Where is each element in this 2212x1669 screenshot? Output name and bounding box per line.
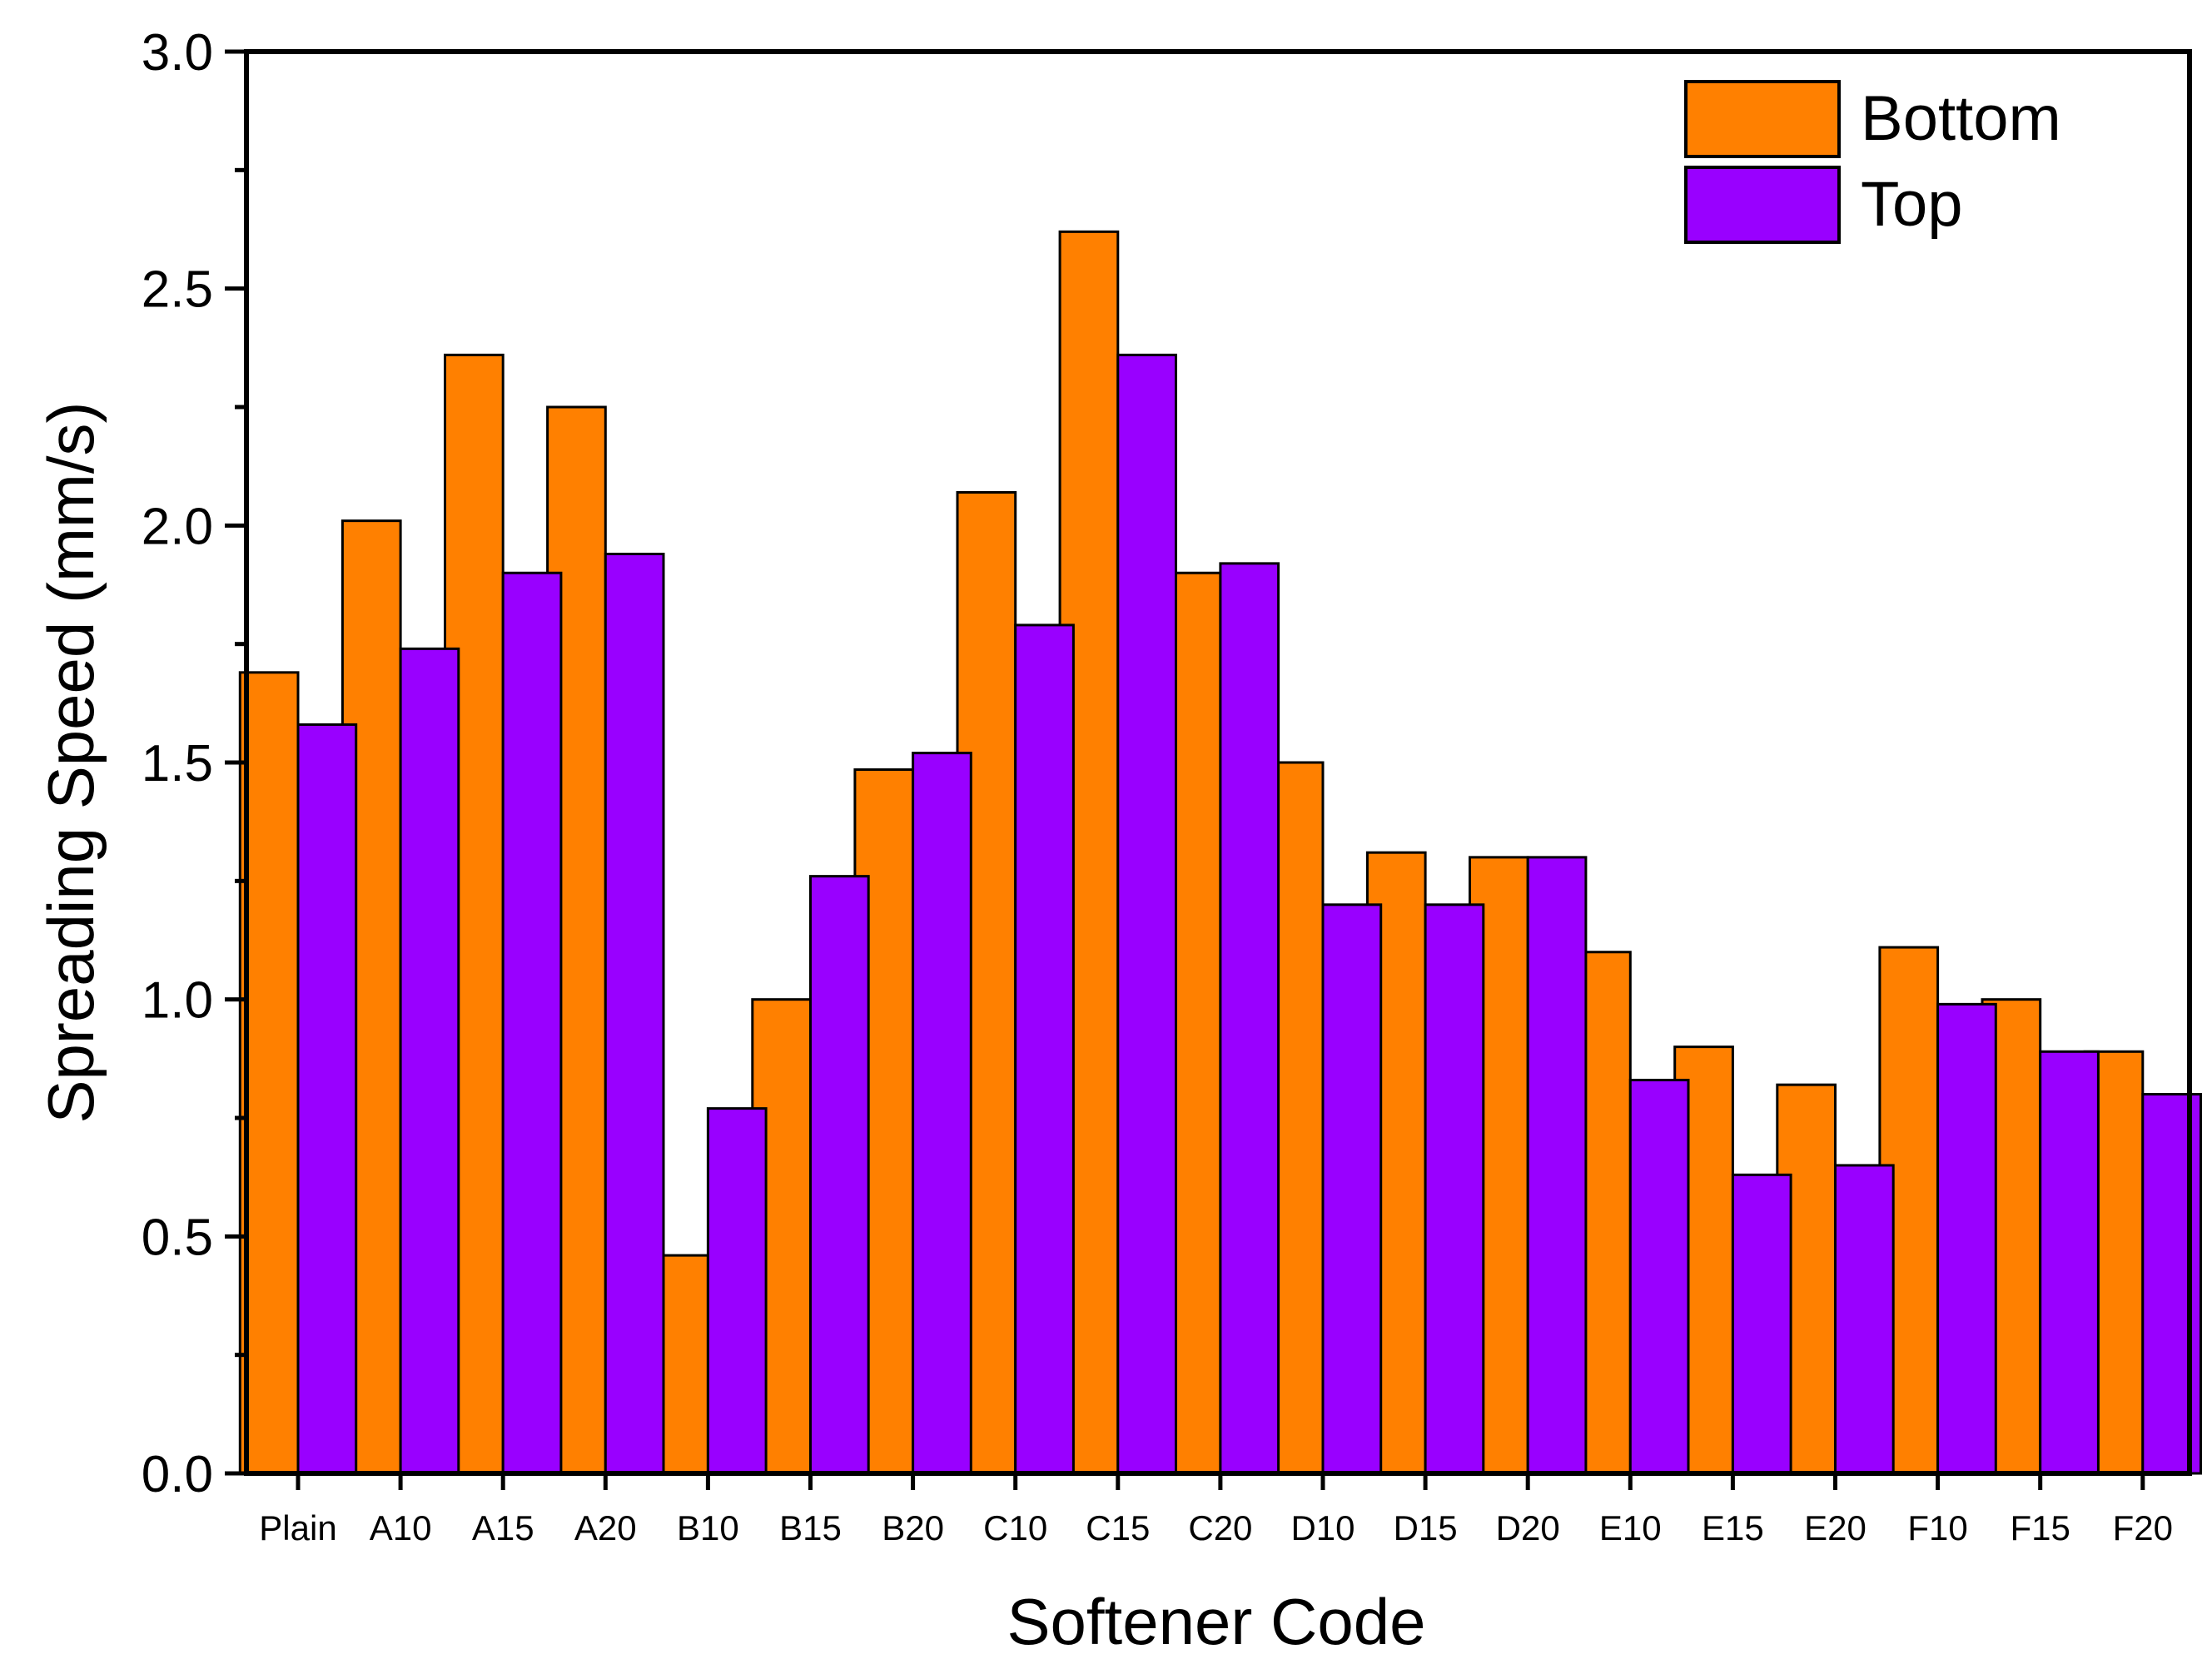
bar-top-e10: [1628, 1078, 1690, 1475]
x-tick-label-c15: C15: [1086, 1508, 1150, 1547]
x-tick-label-e20: E20: [1804, 1508, 1867, 1547]
x-tick-label-c20: C20: [1188, 1508, 1252, 1547]
x-tick-label-e15: E15: [1702, 1508, 1764, 1547]
bar-top-f20: [2141, 1093, 2203, 1475]
bar-top-c10: [1014, 623, 1075, 1475]
bar-top-c20: [1219, 562, 1280, 1475]
y-tick-label: 3.0: [142, 24, 213, 82]
bar-top-b20: [912, 752, 972, 1475]
bar-top-b10: [706, 1107, 768, 1475]
legend: Bottom Top: [1684, 80, 2061, 244]
y-tick-label: 2.0: [142, 498, 213, 555]
bar-top-b15: [809, 875, 870, 1475]
legend-swatch-top: [1684, 166, 1841, 244]
plot-frame: [244, 49, 2192, 1476]
x-tick-label-f10: F10: [1907, 1508, 1967, 1547]
bar-top-d10: [1321, 903, 1383, 1475]
bar-top-d15: [1424, 903, 1485, 1475]
bar-top-e20: [1834, 1164, 1895, 1475]
bar-top-c15: [1116, 353, 1178, 1475]
x-tick-label-e10: E10: [1599, 1508, 1662, 1547]
legend-label-bottom: Bottom: [1861, 83, 2061, 154]
bar-top-a20: [604, 552, 665, 1475]
x-tick-label-a10: A10: [370, 1508, 432, 1547]
x-tick-label-b20: B20: [882, 1508, 944, 1547]
x-tick-label-f20: F20: [2113, 1508, 2173, 1547]
bar-top-f15: [2039, 1050, 2100, 1475]
x-tick-label-f15: F15: [2011, 1508, 2070, 1547]
x-tick-label-b10: B10: [677, 1508, 739, 1547]
x-axis: Plain A10 A15 A20 B10 B15 B20 C10 C15 C20 D10 D15 D2…: [259, 1473, 2173, 1547]
x-tick-label-a20: A20: [574, 1508, 637, 1547]
x-tick-label-d10: D10: [1290, 1508, 1355, 1547]
bar-top-a15: [501, 571, 563, 1475]
bars-group: [238, 230, 2203, 1475]
bar-top-plain: [296, 723, 358, 1475]
bar-top-a10: [399, 647, 460, 1475]
bar-top-e15: [1731, 1173, 1792, 1475]
y-tick-label: 1.0: [142, 972, 213, 1030]
x-axis-title: Softener Code: [1007, 1585, 1425, 1658]
x-tick-label-d20: D20: [1496, 1508, 1560, 1547]
bar-top-f10: [1936, 1002, 1997, 1475]
x-tick-label-plain: Plain: [259, 1508, 336, 1547]
x-tick-label-a15: A15: [472, 1508, 534, 1547]
bar-bottom-plain: [238, 671, 300, 1475]
bar-top-d20: [1526, 856, 1588, 1475]
y-tick-label: 1.5: [142, 735, 213, 792]
y-tick-label: 0.5: [142, 1209, 213, 1266]
y-tick-label: 0.0: [142, 1446, 213, 1503]
x-tick-label-c10: C10: [983, 1508, 1047, 1547]
x-tick-label-b15: B15: [779, 1508, 842, 1547]
y-axis: 0.0 0.5 1.0 1.5 2.0 2.5 3.0: [142, 24, 246, 1503]
y-tick-label: 2.5: [142, 261, 213, 319]
legend-swatch-bottom: [1684, 80, 1841, 158]
legend-label-top: Top: [1861, 169, 1963, 240]
x-tick-label-d15: D15: [1394, 1508, 1458, 1547]
y-axis-title: Spreading Speed (mm/s): [34, 401, 107, 1123]
